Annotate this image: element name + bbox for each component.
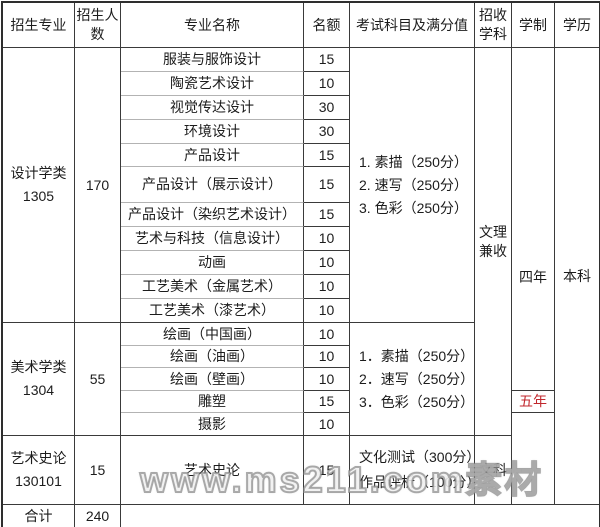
exam-line: 2. 速写（250分） bbox=[359, 176, 468, 193]
exam-cell-art-history: 文化测试（300分） 作品评析（100分） bbox=[350, 436, 475, 505]
major-name-cell: 环境设计 bbox=[121, 120, 304, 144]
quota-cell: 15 bbox=[304, 203, 350, 227]
exam-line: 文化测试（300分） bbox=[359, 449, 475, 465]
total-empty-cell bbox=[121, 505, 599, 527]
major-name-cell: 艺术史论 bbox=[121, 436, 304, 505]
quota-cell: 10 bbox=[304, 323, 350, 346]
major-name-cell: 动画 bbox=[121, 251, 304, 275]
header-duration: 学制 bbox=[512, 3, 555, 48]
quota-cell: 30 bbox=[304, 96, 350, 120]
quota-cell: 10 bbox=[304, 72, 350, 96]
major-name-cell: 工艺美术（金属艺术） bbox=[121, 275, 304, 299]
major-name-cell: 绘画（油画） bbox=[121, 346, 304, 368]
quota-cell: 15 bbox=[304, 391, 350, 413]
quota-cell: 15 bbox=[304, 436, 350, 505]
header-major-name: 专业名称 bbox=[121, 3, 304, 48]
header-subject-type: 招收学科 bbox=[475, 3, 512, 48]
subject-type-cell-liberal: 文科 bbox=[475, 436, 512, 505]
quota-cell: 15 bbox=[304, 144, 350, 167]
group-cell-fine-arts: 美术学类 1304 bbox=[3, 323, 75, 436]
major-name-cell: 雕塑 bbox=[121, 391, 304, 413]
major-name-cell: 绘画（中国画） bbox=[121, 323, 304, 346]
duration-cell-empty bbox=[512, 413, 555, 505]
exam-line: 2．速写（250分） bbox=[359, 370, 475, 387]
header-major-group: 招生专业 bbox=[3, 3, 75, 48]
group-count-cell: 170 bbox=[75, 48, 121, 323]
group-code: 1304 bbox=[22, 382, 55, 398]
quota-cell: 10 bbox=[304, 251, 350, 275]
quota-cell: 30 bbox=[304, 120, 350, 144]
group-name: 艺术史论 bbox=[10, 450, 67, 466]
major-name-cell: 视觉传达设计 bbox=[121, 96, 304, 120]
major-name-cell: 绘画（壁画） bbox=[121, 368, 304, 391]
group-code: 130101 bbox=[15, 473, 62, 489]
duration-cell-four-year: 四年 bbox=[512, 48, 555, 391]
exam-line: 3. 色彩（250分） bbox=[359, 199, 468, 216]
header-enroll-count: 招生人数 bbox=[75, 3, 121, 48]
duration-four-label: 四年 bbox=[519, 269, 547, 285]
quota-cell: 10 bbox=[304, 413, 350, 436]
major-name-cell: 陶瓷艺术设计 bbox=[121, 72, 304, 96]
header-exam-subjects: 考试科目及满分值 bbox=[350, 3, 475, 48]
group-count-cell: 15 bbox=[75, 436, 121, 505]
group-count-cell: 55 bbox=[75, 323, 121, 436]
exam-cell-fine-arts: 1．素描（250分） 2．速写（250分） 3．色彩（250分） bbox=[350, 323, 475, 436]
quota-cell: 10 bbox=[304, 275, 350, 299]
major-name-cell: 产品设计（染织艺术设计） bbox=[121, 203, 304, 227]
quota-cell: 15 bbox=[304, 48, 350, 72]
degree-cell: 本科 bbox=[555, 48, 599, 505]
major-name-cell: 产品设计 bbox=[121, 144, 304, 167]
subject-type-cell-mixed: 文理兼收 bbox=[475, 48, 512, 436]
major-name-cell: 服装与服饰设计 bbox=[121, 48, 304, 72]
quota-cell: 15 bbox=[304, 167, 350, 203]
exam-line: 1. 素描（250分） bbox=[359, 153, 468, 170]
quota-cell: 10 bbox=[304, 346, 350, 368]
quota-cell: 10 bbox=[304, 368, 350, 391]
total-value-cell: 240 bbox=[75, 505, 121, 527]
quota-cell: 10 bbox=[304, 227, 350, 251]
group-cell-art-history: 艺术史论 130101 bbox=[3, 436, 75, 505]
exam-line: 3．色彩（250分） bbox=[359, 393, 475, 410]
exam-cell-design: 1. 素描（250分） 2. 速写（250分） 3. 色彩（250分） bbox=[350, 48, 475, 323]
quota-cell: 10 bbox=[304, 299, 350, 323]
group-code: 1305 bbox=[22, 188, 55, 204]
major-name-cell: 艺术与科技（信息设计） bbox=[121, 227, 304, 251]
exam-line: 作品评析（100分） bbox=[359, 474, 475, 490]
group-cell-design: 设计学类 1305 bbox=[3, 48, 75, 323]
header-degree: 学历 bbox=[555, 3, 599, 48]
total-label-cell: 合计 bbox=[3, 505, 75, 527]
header-quota: 名额 bbox=[304, 3, 350, 48]
major-name-cell: 摄影 bbox=[121, 413, 304, 436]
major-name-cell: 产品设计（展示设计） bbox=[121, 167, 304, 203]
major-name-cell: 工艺美术（漆艺术） bbox=[121, 299, 304, 323]
group-name: 设计学类 bbox=[10, 165, 67, 181]
group-name: 美术学类 bbox=[10, 359, 67, 375]
exam-line: 1．素描（250分） bbox=[359, 347, 475, 364]
duration-cell-five-year: 五年 bbox=[512, 391, 555, 413]
